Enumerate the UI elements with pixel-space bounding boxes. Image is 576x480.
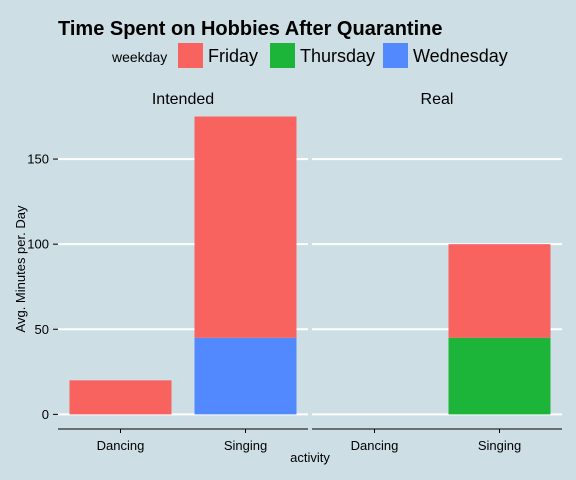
y-tick-label: 0 (42, 407, 49, 422)
facet-label: Intended (152, 91, 214, 108)
x-tick-label: Singing (478, 438, 521, 453)
facet-intended: Intended Dancing Singing (58, 91, 308, 453)
y-tick-label: 100 (27, 237, 49, 252)
legend-label-wednesday: Wednesday (413, 46, 508, 66)
bar-real-singing-thursday (448, 337, 551, 415)
legend-title: weekday (111, 49, 167, 65)
legend-label-friday: Friday (208, 46, 258, 66)
bar-intended-dancing-friday (69, 380, 172, 415)
x-tick-label: Dancing (97, 438, 145, 453)
legend: weekday Friday Thursday Wednesday (111, 43, 508, 68)
legend-swatch-thursday (270, 43, 295, 68)
x-axis-title: activity (290, 450, 330, 465)
x-tick-label: Singing (224, 438, 267, 453)
bar-intended-singing-friday (194, 116, 297, 338)
y-tick-label: 150 (27, 152, 49, 167)
y-axis-title: Avg. Minutes per. Day (13, 205, 28, 332)
legend-swatch-wednesday (383, 43, 408, 68)
facet-real: Real Dancing Singing (312, 91, 562, 453)
bar-intended-singing-wednesday (194, 337, 297, 415)
y-axis: 0 50 100 150 (27, 152, 58, 422)
legend-label-thursday: Thursday (300, 46, 375, 66)
x-tick-label: Dancing (351, 438, 399, 453)
legend-swatch-friday (178, 43, 203, 68)
bar-real-singing-friday (448, 244, 551, 338)
y-tick-label: 50 (35, 322, 49, 337)
facet-label: Real (421, 91, 454, 108)
chart-title: Time Spent on Hobbies After Quarantine (58, 18, 443, 40)
facets: Intended Dancing Singing Real Dancing Singing… (27, 91, 562, 453)
